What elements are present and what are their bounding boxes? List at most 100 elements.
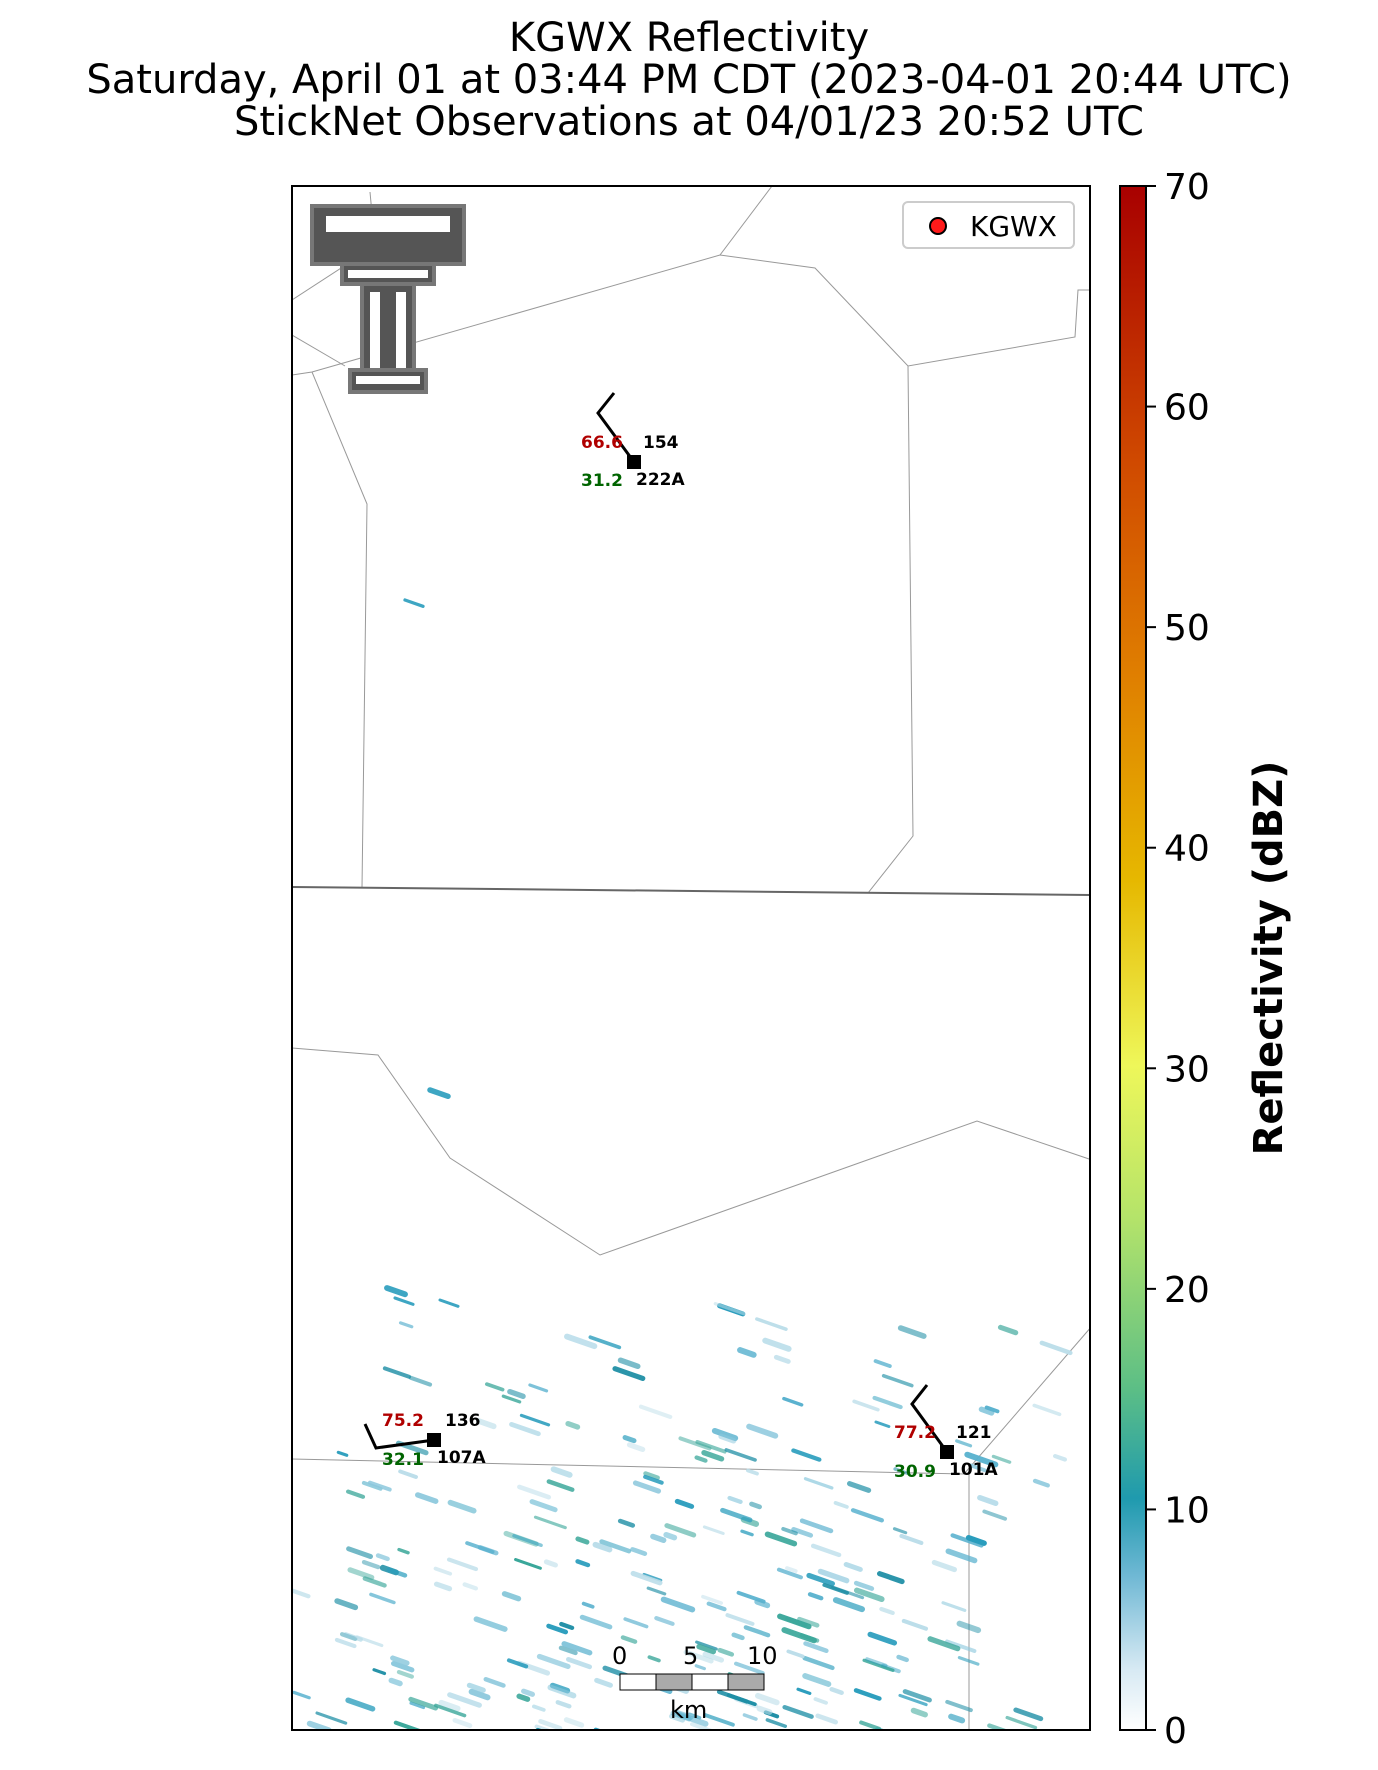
radar-echo: [997, 1324, 1019, 1336]
radar-echo: [902, 1689, 932, 1703]
legend-marker: [929, 217, 947, 235]
radar-echo: [815, 1713, 839, 1725]
radar-echo: [292, 1588, 311, 1599]
radar-echo: [468, 1688, 491, 1701]
radar-echo: [791, 1448, 822, 1462]
radar-echo: [612, 1366, 646, 1382]
radar-echo: [941, 1601, 967, 1612]
radar-echo: [532, 1704, 546, 1712]
station-temp-101a: 77.2: [894, 1423, 936, 1443]
radar-echo: [473, 1616, 508, 1632]
radar-echo: [594, 1677, 613, 1688]
radar-echo: [622, 1435, 637, 1444]
radar-echo: [716, 1689, 750, 1704]
radar-echo: [592, 1541, 613, 1553]
radar-echo: [620, 1635, 638, 1644]
radar-echo: [945, 1699, 973, 1713]
radar-echo: [796, 1687, 812, 1695]
radar-echo: [977, 1495, 999, 1507]
colorbar: 0 10 20 30 40 50 60 70 Reflectivity (dBZ): [1119, 167, 1292, 1752]
radar-echo: [948, 1713, 966, 1724]
radar-echo: [408, 1696, 439, 1711]
colorbar-gradient: [1119, 185, 1147, 1731]
radar-echo: [393, 1296, 415, 1306]
radar-echo: [964, 1451, 999, 1468]
radar-echo: [660, 1596, 696, 1613]
station-id-222a: 222A: [636, 470, 685, 490]
radar-echo: [533, 1515, 567, 1530]
radar-echo: [702, 1651, 725, 1663]
radar-echo: [1039, 1340, 1073, 1356]
radar-echo: [702, 1525, 725, 1535]
radar-echo: [355, 1635, 384, 1648]
radar-echo: [362, 1576, 387, 1588]
radar-echo: [509, 1421, 541, 1437]
radar-echo: [862, 1658, 895, 1673]
radar-echo: [746, 1423, 779, 1439]
radar-echo: [646, 1586, 667, 1596]
radar-echo: [950, 1533, 984, 1548]
radar-echo: [433, 1566, 453, 1576]
radar-echo: [581, 1601, 595, 1609]
radar-echo: [517, 1484, 552, 1500]
radar-echo: [1052, 1453, 1067, 1462]
radar-echo: [773, 1354, 791, 1364]
radar-echo: [664, 1523, 697, 1538]
radar-echo: [853, 1587, 885, 1602]
radar-echo: [786, 1649, 805, 1659]
radar-echo: [334, 1598, 359, 1611]
radar-echo: [558, 1645, 578, 1656]
county-boundaries: [292, 186, 1090, 1730]
radar-echo: [529, 1499, 558, 1513]
colorbar-tick-label-20: 20: [1164, 1270, 1210, 1311]
radar-echo: [575, 1559, 591, 1568]
radar-echo: [874, 1420, 891, 1429]
radar-echo: [617, 1357, 641, 1370]
radar-echo: [550, 1466, 573, 1478]
radar-echo: [514, 1558, 542, 1570]
radar-echo: [810, 1543, 842, 1558]
radar-echo: [897, 1325, 927, 1339]
radar-echo: [393, 1720, 423, 1730]
radar-echo: [694, 1455, 708, 1463]
radar-echo: [754, 1599, 771, 1609]
radar-echo: [749, 1501, 762, 1510]
radar-echoes: [292, 598, 1073, 1730]
title-line-1: KGWX Reflectivity: [508, 15, 870, 61]
station-dew-222a: 31.2: [581, 471, 623, 491]
radar-echo: [547, 1684, 577, 1699]
radar-echo: [507, 1389, 526, 1399]
station-101a: 77.2 121 30.9 101A: [894, 1384, 998, 1482]
radar-echo: [433, 1703, 467, 1718]
radar-echo: [1005, 1715, 1038, 1730]
radar-echo: [807, 1592, 824, 1601]
radar-echo: [546, 1479, 575, 1492]
radar-echo: [347, 1567, 375, 1581]
radar-echo: [725, 1613, 755, 1626]
radar-echo: [643, 1471, 660, 1480]
station-marker-222a: [627, 455, 641, 469]
radar-echo: [991, 1454, 1012, 1464]
radar-echo: [978, 1406, 995, 1416]
radar-echo: [398, 1469, 418, 1479]
radar-echo: [859, 1720, 882, 1730]
radar-echo: [427, 1087, 451, 1100]
radar-echo: [647, 1655, 661, 1663]
radar-echo: [623, 1617, 649, 1629]
radar-echo: [397, 1547, 410, 1555]
legend-label: KGWX: [970, 210, 1057, 243]
radar-echo: [566, 1657, 593, 1670]
station-marker-107a: [427, 1433, 441, 1447]
radar-echo: [927, 1636, 961, 1652]
radar-echo: [727, 1495, 743, 1504]
title-line-2: Saturday, April 01 at 03:44 PM CDT (2023…: [86, 57, 1292, 103]
radar-echo: [452, 1717, 473, 1728]
radar-echo: [843, 1562, 863, 1572]
radar-echo: [369, 1592, 396, 1605]
radar-echo: [785, 1566, 798, 1574]
radar-echo: [695, 1640, 718, 1651]
map-frame: [291, 185, 1091, 1731]
station-id-107a: 107A: [437, 1448, 486, 1468]
radar-echo: [678, 1436, 712, 1451]
